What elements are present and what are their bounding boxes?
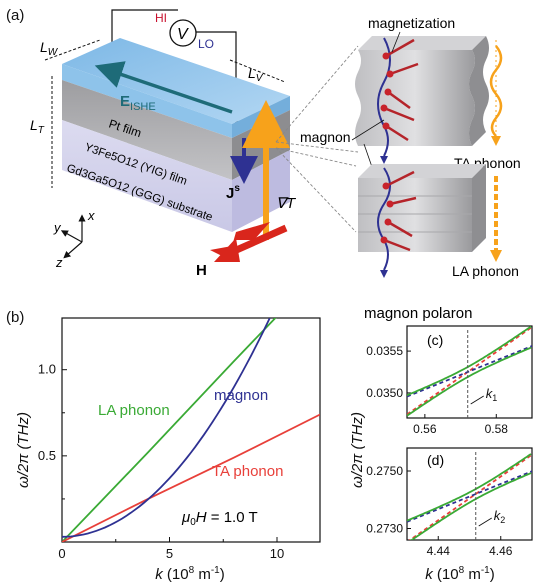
la-phonon-wave (490, 176, 502, 262)
h-field-arrow-head (210, 222, 270, 258)
zoom-k-label: k1 (486, 386, 498, 403)
b-xtick-label: 5 (166, 546, 173, 561)
magnon-pointer (351, 119, 385, 141)
lv-label: LV (248, 65, 264, 84)
zoom-upper-branch (407, 453, 532, 522)
h-field-arrowhead (214, 238, 240, 262)
yig-front-face (62, 80, 232, 180)
panel-a-label: (a) (6, 7, 24, 24)
b-xlabel: k (108 m-1) (155, 565, 225, 583)
js-label: Js (226, 183, 240, 202)
panel-b-label: (b) (6, 309, 24, 326)
wire-hi (111, 9, 178, 46)
lower-cube (358, 164, 502, 278)
coordinate-axes: x y z (53, 208, 95, 270)
b-annotation: μ0H = 1.0 T (181, 509, 258, 528)
chart-b-marks: 0 5 10 0.5 1.0 (38, 317, 321, 561)
b-ytick-label: 0.5 (38, 448, 56, 463)
panel-b: (b) ω/2π (THz) k (108 m-1) 0 5 10 0.5 1.0 LA… (6, 309, 321, 583)
hi-label: HI (155, 11, 167, 25)
spin-arrows-upper (383, 38, 419, 142)
zoom-magnon-dashed (407, 470, 532, 523)
b-ytick-label: 1.0 (38, 362, 56, 377)
b-xtick-label: 0 (58, 546, 65, 561)
ggg-side-face (232, 150, 290, 232)
h-field-label: H (196, 262, 207, 279)
ggg-front-face (62, 120, 232, 232)
chart-cd-marks: 0.56 0.58 0.0350 0.0355 k1 4.44 4.46 0.2730 0.27… (366, 325, 533, 558)
e-ishe-label: EISHE (120, 93, 156, 113)
zoom-k-pointer (478, 517, 492, 527)
zoom-ytick-label: 0.0355 (366, 344, 403, 358)
ta-phonon-wave (489, 45, 503, 137)
zoom-frame (406, 447, 533, 541)
zoom-lower-branch (407, 346, 532, 417)
zoom-xtick-label: 0.58 (485, 422, 509, 436)
axis-z-label: z (55, 255, 63, 270)
b-la-label: LA phonon (98, 402, 170, 419)
pt-top-face (62, 38, 290, 124)
zoom-ytick-label: 0.2730 (366, 522, 403, 536)
panel-a: (a) V HI LO LW LV LT EISHE Pt film Y3Fe5… (6, 7, 521, 279)
magnetization-pointer (391, 31, 401, 53)
zoom-k-label: k2 (494, 508, 506, 525)
magnetization-label: magnetization (368, 15, 455, 31)
axis-x-label: x (87, 208, 95, 223)
lw-label: LW (40, 39, 59, 58)
zoom-ytick-label: 0.2750 (366, 464, 403, 478)
magnon-wave-upper (377, 37, 391, 157)
panel-d-label: (d) (427, 452, 444, 468)
axis-y-label: y (53, 220, 62, 235)
zoom-phonon-dashed (407, 326, 532, 416)
voltmeter-symbol: V (177, 26, 189, 43)
magnon-polaron-title: magnon polaron (364, 305, 472, 322)
panel-c-label: (c) (427, 332, 443, 348)
lo-label: LO (198, 37, 214, 51)
spin-arrows-lower (383, 170, 417, 252)
b-series-magnon (62, 318, 271, 538)
voltmeter-icon (169, 19, 197, 47)
grad-t-label: ∇T (276, 195, 297, 212)
zoom-phonon-dashed (408, 453, 532, 540)
magnon-wave-lower (377, 167, 391, 271)
zoom-magnon-dashed (407, 345, 532, 398)
panel-c-d: magnon polaron ω/2π (THz) k (108 m-1) 0.… (349, 305, 533, 583)
b-frame (61, 317, 321, 543)
magnon-label: magnon (300, 129, 351, 145)
zoom-xtick-label: 4.44 (427, 544, 451, 558)
projection-lines (275, 45, 359, 233)
e-ishe-arrow (94, 61, 233, 114)
zoom-upper-branch (407, 326, 532, 397)
zoom-ytick-label: 0.0350 (366, 386, 403, 400)
zoom-k-pointer (470, 395, 484, 405)
zoom-lower-branch (410, 472, 532, 540)
b-ylabel: ω/2π (THz) (15, 412, 32, 488)
h-field-arrow (230, 224, 288, 256)
cd-ylabel: ω/2π (THz) (349, 412, 366, 488)
zoom-xtick-label: 4.46 (489, 544, 513, 558)
b-series-la-phonon (62, 318, 277, 542)
b-series-ta-phonon (62, 413, 320, 542)
b-xtick-label: 10 (270, 546, 284, 561)
cd-xlabel: k (108 m-1) (425, 565, 495, 583)
zoom-xtick-label: 0.56 (413, 422, 437, 436)
b-ta-label: TA phonon (212, 463, 283, 480)
la-phonon-label: LA phonon (452, 263, 519, 279)
lt-label: LT (30, 117, 45, 136)
b-magnon-label: magnon (214, 387, 268, 404)
upper-cube (355, 36, 503, 164)
